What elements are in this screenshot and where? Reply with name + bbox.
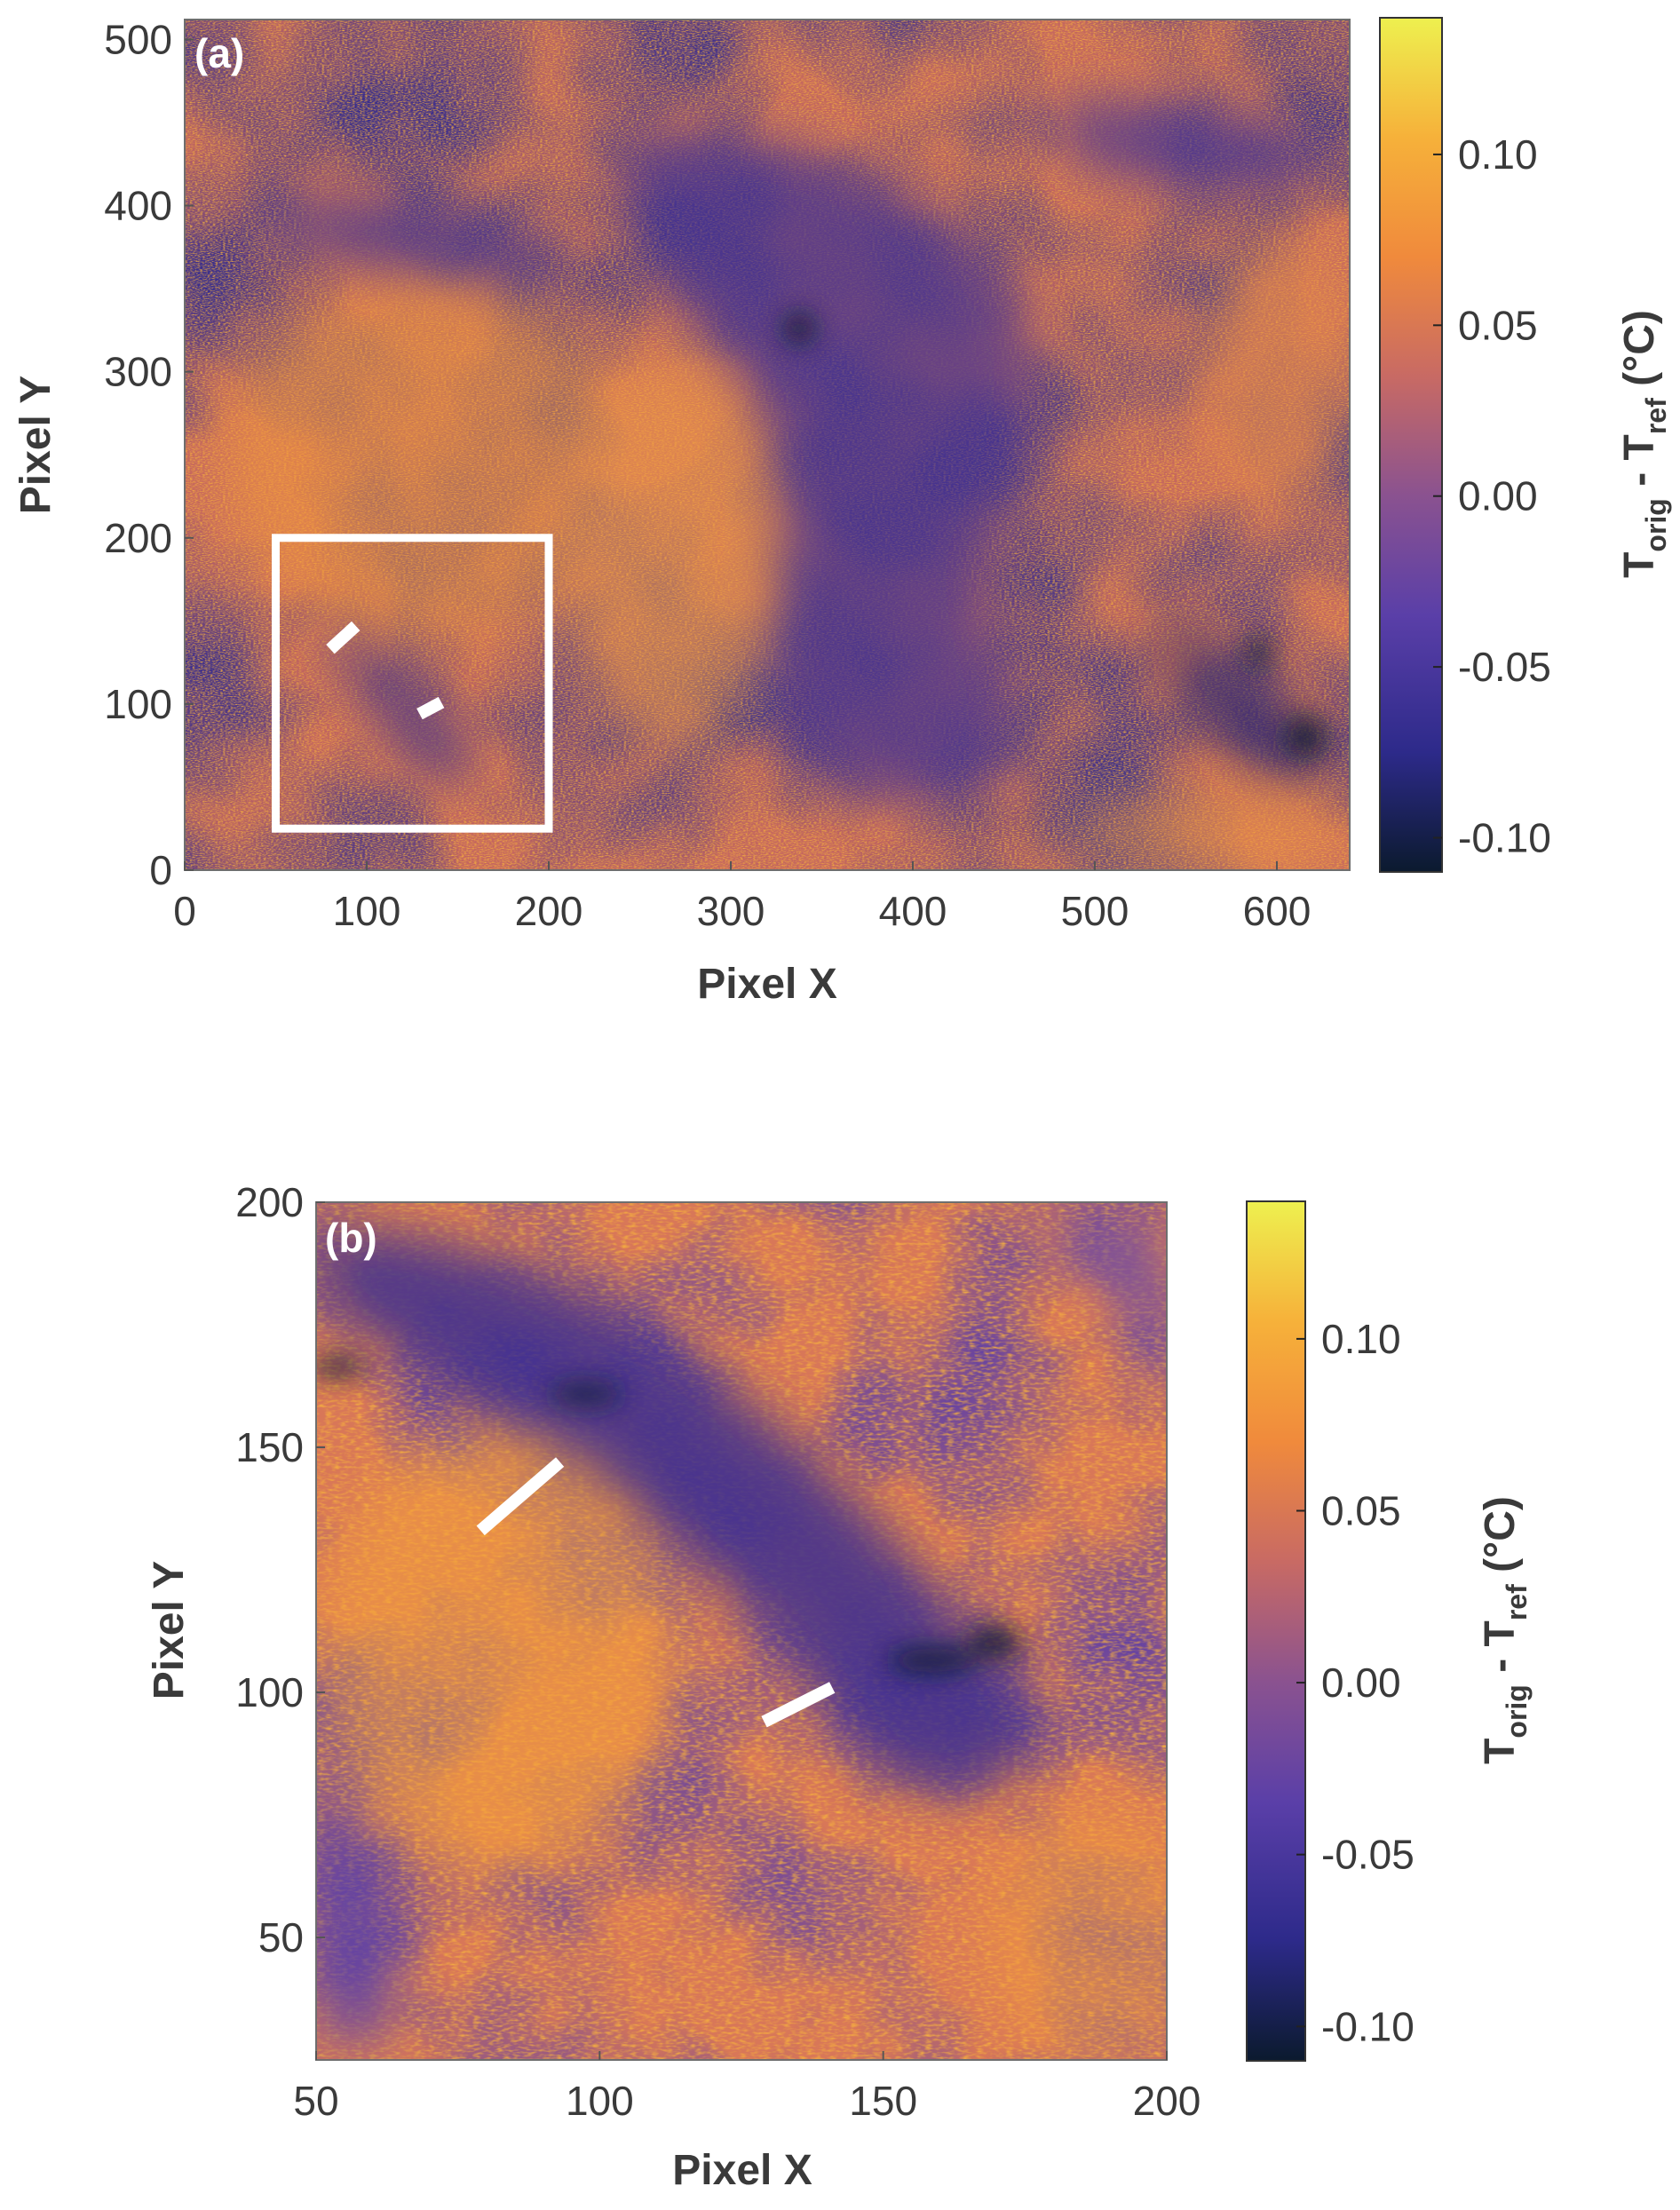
colorbar-tick-label-b: -0.05 [1321, 1832, 1415, 1878]
x-tick-label-a: 600 [1243, 888, 1312, 934]
colorbar-tick-label-a: 0.10 [1458, 131, 1538, 178]
annotations-a [272, 534, 553, 833]
y-tick-label-a: 500 [104, 16, 172, 62]
heatmap-a-warm-regions [222, 240, 1350, 870]
colorbar-tick-label-a: -0.10 [1458, 815, 1551, 861]
panel-label-b: (b) [325, 1215, 377, 1261]
y-ticks-b: 50 100 150 200 [235, 1179, 325, 1960]
x-tick-label-b: 150 [849, 2078, 917, 2124]
x-tick-label-a: 500 [1061, 888, 1129, 934]
x-tick-label-a: 400 [879, 888, 947, 934]
plot-frame-b [315, 1201, 1168, 2061]
colorbar-b [1246, 1200, 1306, 2062]
colorbar-tick-label-b: 0.00 [1321, 1659, 1401, 1706]
colorbar-a [1379, 17, 1443, 873]
heatmap-a-cool-regions [266, 99, 1332, 803]
x-tick-label-b: 100 [566, 2078, 634, 2124]
profile-line-marker [476, 1457, 565, 1536]
y-tick-label-a: 200 [104, 515, 172, 561]
colorbar-tick-label-a: 0.00 [1458, 473, 1538, 519]
heatmap-b-cool-band [316, 1225, 1167, 2042]
y-axis-label-a: Pixel Y [12, 376, 59, 515]
x-tick-label-b: 50 [293, 2078, 338, 2124]
heatmap-b-dark-spots [316, 1357, 1021, 1673]
panel-a: (a) 0 100 200 300 400 500 600 0 100 200 300 400 500… [12, 16, 1672, 1008]
x-tick-label-a: 200 [515, 888, 583, 934]
colorbar-label-b: Torig - Tref (°C) [1477, 1496, 1533, 1764]
heatmap-b-warm-regions [320, 1430, 1167, 2060]
x-axis-label-a: Pixel X [697, 961, 836, 1008]
profile-line-marker [326, 621, 361, 654]
profile-line-marker [416, 696, 445, 720]
y-tick-label-a: 100 [104, 681, 172, 727]
y-tick-label-b: 200 [235, 1179, 304, 1225]
y-ticks-a: 0 100 200 300 400 500 [104, 16, 194, 893]
colorbar-tick-label-a: -0.05 [1458, 644, 1551, 690]
heatmap-b [316, 1202, 1167, 2060]
y-axis-label-b: Pixel Y [146, 1561, 193, 1700]
panel-label-a: (a) [194, 30, 244, 76]
x-tick-label-a: 300 [697, 888, 765, 934]
zoom-region-box [272, 534, 553, 833]
plot-frame-a [184, 19, 1351, 871]
y-tick-label-a: 300 [104, 349, 172, 395]
y-tick-label-b: 150 [235, 1424, 304, 1470]
y-tick-label-a: 0 [149, 847, 172, 893]
colorbar-tick-label-b: 0.05 [1321, 1487, 1401, 1533]
heatmap-a-hot-spots [783, 313, 1325, 756]
heatmap-a [185, 20, 1350, 870]
profile-line-marker [761, 1682, 836, 1728]
y-tick-label-a: 400 [104, 183, 172, 229]
colorbar-label-a: Torig - Tref (°C) [1616, 310, 1672, 578]
colorbar-tick-label-b: 0.10 [1321, 1316, 1401, 1362]
x-tick-label-a: 100 [333, 888, 401, 934]
x-tick-label-b: 200 [1133, 2078, 1201, 2124]
colorbar-ticks-a: -0.10 -0.05 0.00 0.05 0.10 [1433, 131, 1551, 861]
x-axis-label-b: Pixel X [672, 2147, 812, 2194]
x-ticks-b: 50 100 150 200 [293, 2051, 1201, 2124]
colorbar-ticks-b: -0.10 -0.05 0.00 0.05 0.10 [1296, 1316, 1415, 2049]
panel-b: (b) 50 100 150 200 50 100 150 200 Pixel X Pixe… [146, 1179, 1533, 2194]
y-tick-label-b: 50 [258, 1914, 304, 1960]
x-tick-label-a: 0 [173, 888, 196, 934]
annotations-b [476, 1457, 836, 1728]
y-tick-label-b: 100 [235, 1669, 304, 1715]
x-ticks-a: 0 100 200 300 400 500 600 [173, 861, 1311, 934]
colorbar-tick-label-b: -0.10 [1321, 2003, 1415, 2049]
colorbar-tick-label-a: 0.05 [1458, 302, 1538, 348]
